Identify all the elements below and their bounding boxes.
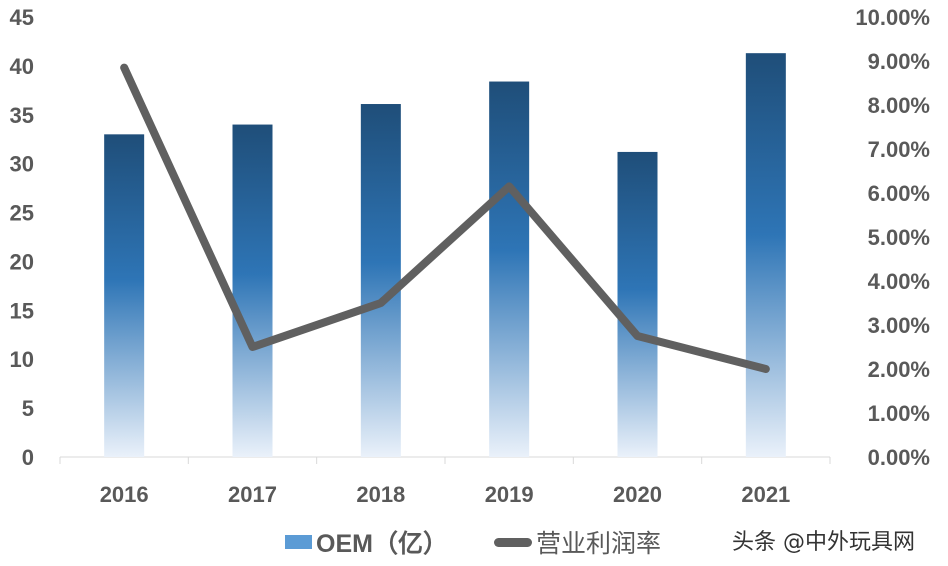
right-axis-tick: 1.00% bbox=[868, 401, 930, 426]
right-axis-tick: 7.00% bbox=[868, 137, 930, 162]
left-axis-tick: 45 bbox=[10, 5, 34, 30]
legend-bar-label: OEM（亿） bbox=[316, 530, 448, 558]
x-axis-label: 2016 bbox=[100, 482, 149, 507]
left-axis-tick: 15 bbox=[10, 298, 34, 323]
legend-bar-swatch bbox=[285, 535, 312, 549]
right-axis-tick: 10.00% bbox=[855, 5, 930, 30]
legend-line-swatch bbox=[493, 537, 532, 547]
left-axis-tick: 5 bbox=[22, 396, 34, 421]
x-axis-label: 2021 bbox=[741, 482, 790, 507]
right-axis-tick: 0.00% bbox=[868, 445, 930, 470]
bar-2017 bbox=[232, 124, 273, 458]
left-axis-tick: 35 bbox=[10, 103, 34, 128]
right-axis-tick: 5.00% bbox=[868, 225, 930, 250]
left-axis-tick: 40 bbox=[10, 54, 34, 79]
right-axis-tick: 3.00% bbox=[868, 313, 930, 338]
left-axis-tick: 25 bbox=[10, 201, 34, 226]
bar-2016 bbox=[104, 134, 145, 458]
left-axis-tick: 10 bbox=[10, 347, 34, 372]
watermark: 头条 @中外玩具网 bbox=[732, 530, 915, 555]
right-axis-tick: 6.00% bbox=[868, 181, 930, 206]
right-axis-tick: 2.00% bbox=[868, 357, 930, 382]
x-axis-label: 2018 bbox=[356, 482, 405, 507]
x-axis-label: 2020 bbox=[613, 482, 662, 507]
right-axis-tick: 8.00% bbox=[868, 93, 930, 118]
left-axis-tick: 30 bbox=[10, 152, 34, 177]
bar-2019 bbox=[489, 81, 530, 458]
left-axis-tick: 20 bbox=[10, 249, 34, 274]
x-axis-label: 2017 bbox=[228, 482, 277, 507]
right-axis-tick: 4.00% bbox=[868, 269, 930, 294]
bar-2021 bbox=[745, 53, 786, 458]
profit-margin-line bbox=[120, 63, 770, 373]
bar-2018 bbox=[360, 104, 401, 458]
bar-2020 bbox=[617, 151, 658, 457]
legend-line-label: 营业利润率 bbox=[535, 530, 661, 558]
right-axis-tick: 9.00% bbox=[868, 49, 930, 74]
left-axis-tick: 0 bbox=[22, 445, 34, 470]
legend: OEM（亿） 营业利润率 bbox=[285, 524, 661, 560]
x-axis-label: 2019 bbox=[485, 482, 534, 507]
